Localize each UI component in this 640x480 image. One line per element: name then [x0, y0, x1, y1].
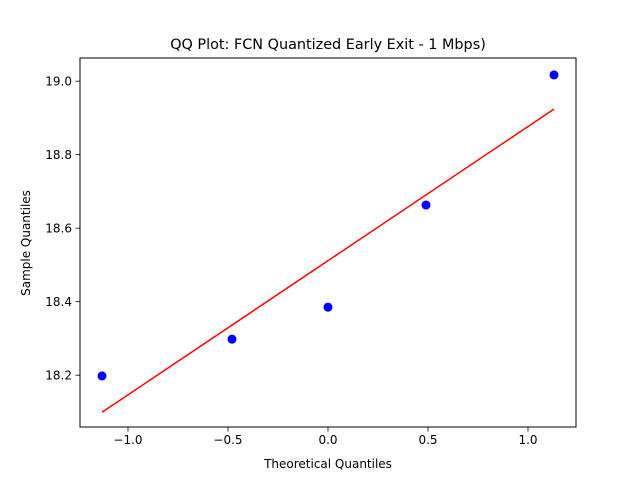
plot-area: [80, 58, 576, 427]
y-axis-label: Sample Quantiles: [19, 190, 33, 296]
plot-marks: [97, 70, 559, 413]
chart-title: QQ Plot: FCN Quantized Early Exit - 1 Mb…: [170, 37, 486, 53]
fit-line: [101, 108, 555, 413]
y-tick-label: 19.0: [45, 75, 72, 89]
y-tick-label: 18.4: [45, 295, 72, 309]
y-tick-label: 18.6: [45, 222, 72, 236]
y-axis-ticks: 18.2 18.4 18.6 18.8 19.0: [45, 75, 80, 383]
plot-frame: [79, 57, 577, 428]
data-point: [97, 371, 107, 381]
y-tick-label: 18.8: [45, 148, 72, 162]
x-tick-label: 0.5: [418, 433, 437, 447]
x-tick-label: −1.0: [113, 433, 142, 447]
x-axis-label: Theoretical Quantiles: [263, 457, 392, 471]
x-tick-label: −0.5: [213, 433, 242, 447]
data-point: [323, 302, 333, 312]
x-tick-label: 1.0: [518, 433, 537, 447]
data-point: [227, 334, 237, 344]
y-tick-label: 18.2: [45, 369, 72, 383]
data-point: [549, 70, 559, 80]
x-axis-ticks: −1.0 −0.5 0.0 0.5 1.0: [113, 427, 538, 447]
data-point: [421, 200, 431, 210]
x-tick-label: 0.0: [318, 433, 337, 447]
